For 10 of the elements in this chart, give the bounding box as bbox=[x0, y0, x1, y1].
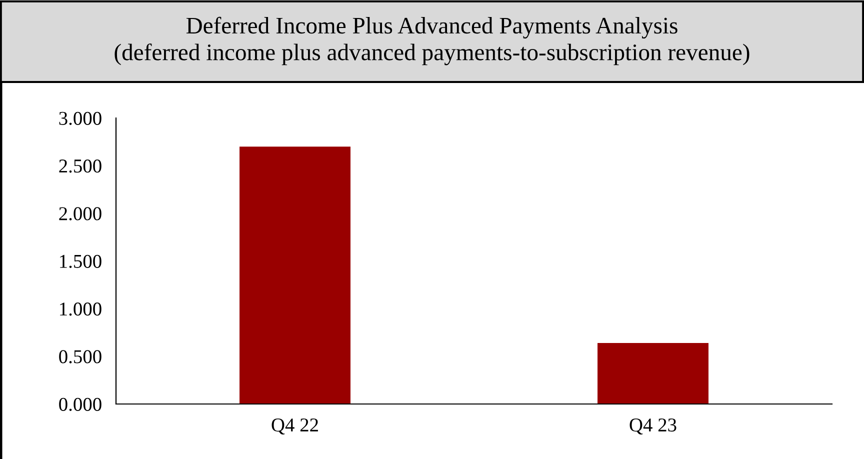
y-tick-label: 1.500 bbox=[60, 254, 102, 268]
y-tick-label: 1.000 bbox=[60, 302, 102, 316]
y-tick-label: 2.500 bbox=[59, 159, 102, 173]
y-tick-label: 2.000 bbox=[59, 207, 102, 220]
y-tick-label: 0.500 bbox=[59, 350, 102, 364]
x-tick-label: Q4 22 bbox=[272, 418, 318, 435]
x-tick-label: Q4 23 bbox=[630, 418, 676, 435]
chart-title: Deferred Income Plus Advanced Payments Analysis (deferred income plus advanced payments-to-subscription revenue) bbox=[114, 16, 750, 66]
y-tick-label: 0.000 bbox=[59, 398, 102, 412]
y-tick-label: 3.000 bbox=[59, 112, 102, 126]
